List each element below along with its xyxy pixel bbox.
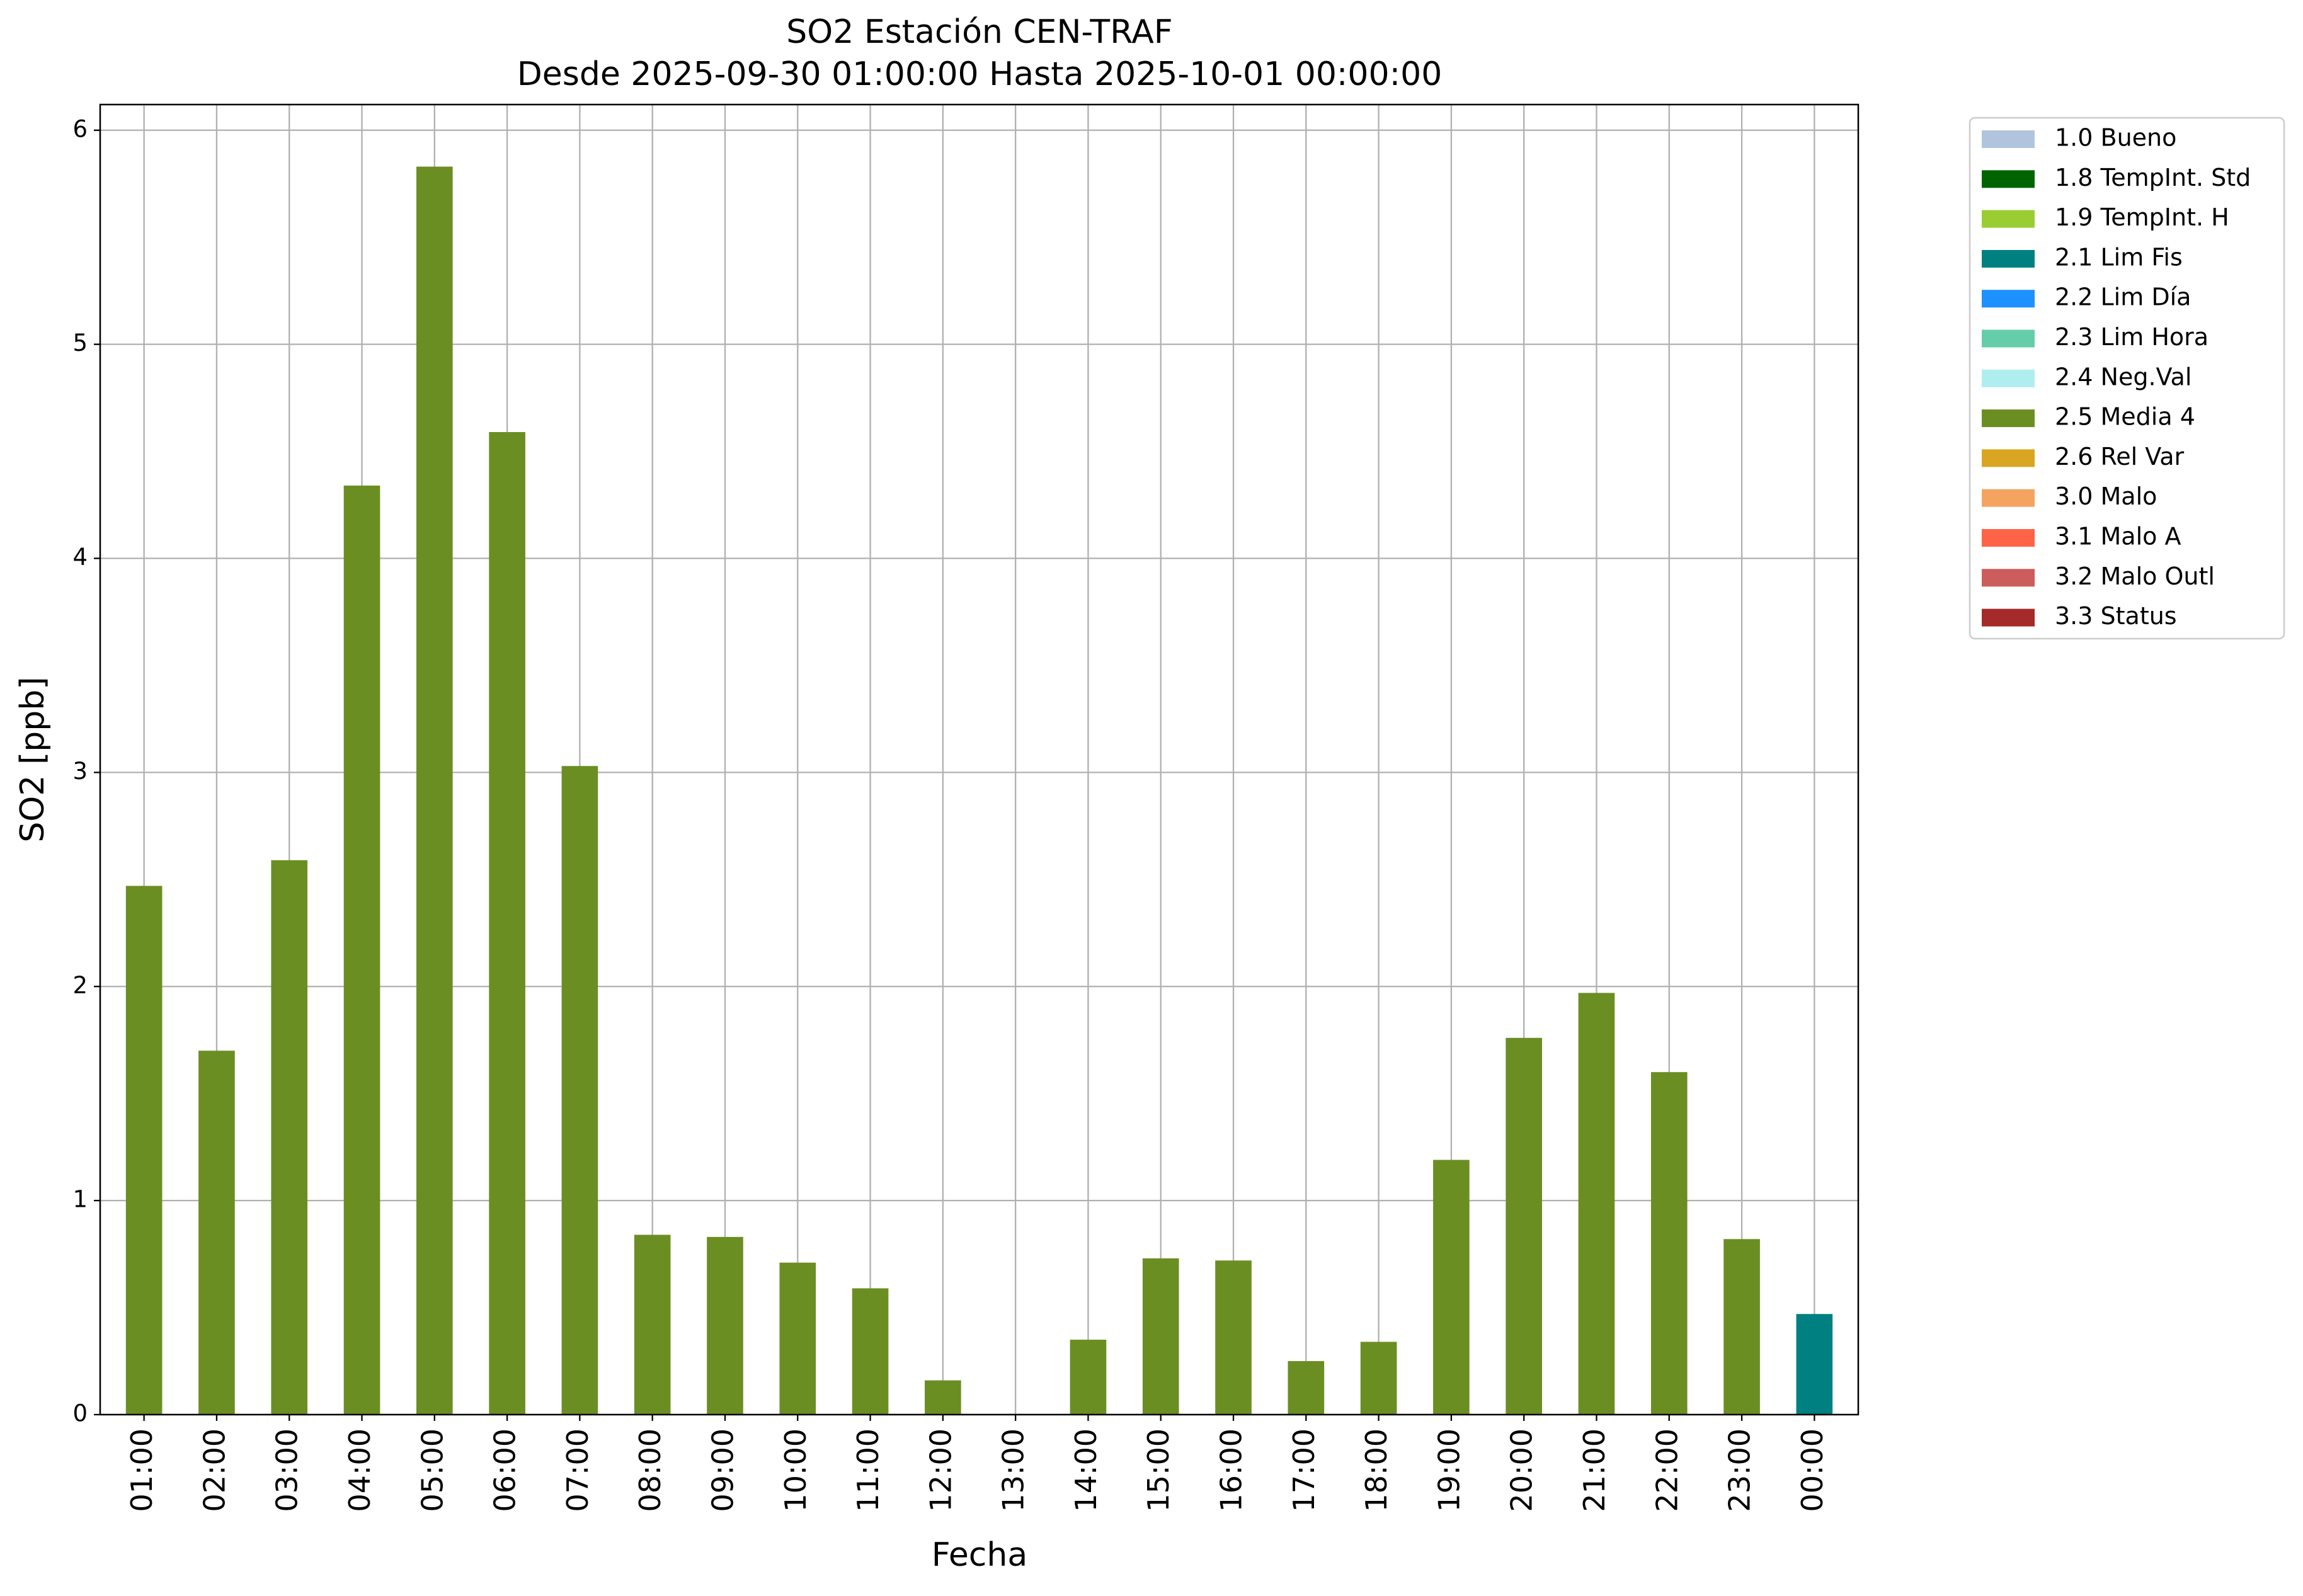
x-tick-label: 08:00 — [633, 1428, 667, 1512]
legend-label: 3.2 Malo Outl — [2055, 562, 2215, 590]
legend-swatch — [1982, 329, 2035, 348]
x-tick-label: 04:00 — [343, 1428, 377, 1512]
legend-swatch — [1982, 409, 2035, 428]
bar — [1433, 1160, 1470, 1415]
legend-swatch — [1982, 290, 2035, 308]
legend — [1969, 117, 2285, 640]
x-tick-label: 14:00 — [1069, 1428, 1103, 1512]
x-tick-label: 06:00 — [488, 1428, 522, 1512]
legend-swatch — [1982, 170, 2035, 188]
bar — [1723, 1239, 1760, 1415]
legend-swatch — [1982, 489, 2035, 507]
bar — [1288, 1361, 1325, 1415]
legend-label: 2.3 Lim Hora — [2055, 323, 2209, 351]
x-tick-label: 21:00 — [1577, 1428, 1611, 1512]
legend-swatch — [1982, 449, 2035, 467]
x-tick-label: 00:00 — [1795, 1428, 1829, 1512]
legend-swatch — [1982, 608, 2035, 627]
x-tick-label: 09:00 — [706, 1428, 740, 1512]
bar — [343, 485, 380, 1415]
x-tick-label: 23:00 — [1723, 1428, 1757, 1512]
bar — [125, 886, 163, 1415]
bar — [489, 432, 525, 1415]
bar — [1360, 1342, 1397, 1415]
legend-swatch — [1982, 569, 2035, 587]
x-tick-label: 19:00 — [1432, 1428, 1466, 1512]
legend-swatch — [1982, 529, 2035, 547]
bar — [852, 1288, 889, 1415]
y-tick-label: 6 — [72, 115, 88, 142]
x-tick-label: 01:00 — [125, 1428, 159, 1512]
y-tick-label: 2 — [72, 972, 88, 999]
bar — [1070, 1340, 1107, 1415]
legend-label: 2.6 Rel Var — [2055, 443, 2185, 470]
bar — [198, 1051, 235, 1415]
x-tick-label: 16:00 — [1214, 1428, 1249, 1512]
legend-label: 3.3 Status — [2055, 602, 2177, 630]
x-tick-label: 20:00 — [1505, 1428, 1539, 1512]
bar — [779, 1262, 816, 1415]
legend-label: 2.5 Media 4 — [2055, 403, 2195, 431]
legend-swatch — [1982, 369, 2035, 387]
bar — [271, 860, 308, 1415]
bar — [561, 766, 598, 1415]
bar — [1796, 1314, 1833, 1415]
bar — [1142, 1258, 1179, 1415]
x-tick-label: 18:00 — [1359, 1428, 1393, 1512]
legend-label: 1.8 TempInt. Std — [2055, 164, 2251, 191]
x-tick-label: 11:00 — [851, 1428, 885, 1512]
bar — [925, 1380, 961, 1415]
x-tick-label: 13:00 — [997, 1428, 1031, 1512]
bar — [1506, 1037, 1543, 1415]
chart-subtitle: Desde 2025-09-30 01:00:00 Hasta 2025-10-… — [517, 55, 1443, 93]
legend-label: 2.1 Lim Fis — [2055, 243, 2183, 271]
legend-label: 1.9 TempInt. H — [2055, 203, 2229, 231]
bar — [1650, 1072, 1688, 1415]
x-axis-label: Fecha — [932, 1536, 1027, 1574]
y-tick-label: 0 — [72, 1400, 88, 1427]
bar — [634, 1234, 671, 1415]
bar — [1578, 993, 1615, 1415]
y-axis-label: SO2 [ppb] — [14, 676, 52, 842]
x-tick-label: 10:00 — [779, 1428, 813, 1512]
y-tick-label: 5 — [72, 329, 88, 356]
plot-frame — [99, 103, 1860, 1416]
x-tick-label: 17:00 — [1287, 1428, 1321, 1512]
y-tick-label: 3 — [72, 758, 88, 785]
legend-swatch — [1982, 130, 2035, 148]
legend-label: 2.2 Lim Día — [2055, 283, 2191, 311]
x-tick-label: 03:00 — [270, 1428, 304, 1512]
x-tick-label: 05:00 — [415, 1428, 449, 1512]
bar — [416, 166, 453, 1415]
bar — [1215, 1260, 1252, 1415]
y-tick-label: 1 — [72, 1186, 88, 1213]
legend-label: 1.0 Bueno — [2055, 124, 2176, 152]
x-tick-label: 12:00 — [923, 1428, 957, 1512]
x-tick-label: 15:00 — [1141, 1428, 1175, 1512]
y-tick-label: 4 — [72, 544, 88, 571]
chart-title: SO2 Estación CEN-TRAF — [786, 13, 1172, 51]
legend-label: 2.4 Neg.Val — [2055, 363, 2192, 390]
legend-swatch — [1982, 210, 2035, 228]
bar — [707, 1236, 743, 1415]
x-tick-label: 22:00 — [1650, 1428, 1684, 1512]
legend-label: 3.0 Malo — [2055, 482, 2157, 510]
x-tick-label: 02:00 — [197, 1428, 231, 1512]
legend-swatch — [1982, 249, 2035, 268]
x-tick-label: 07:00 — [561, 1428, 595, 1512]
legend-label: 3.1 Malo A — [2055, 523, 2181, 550]
